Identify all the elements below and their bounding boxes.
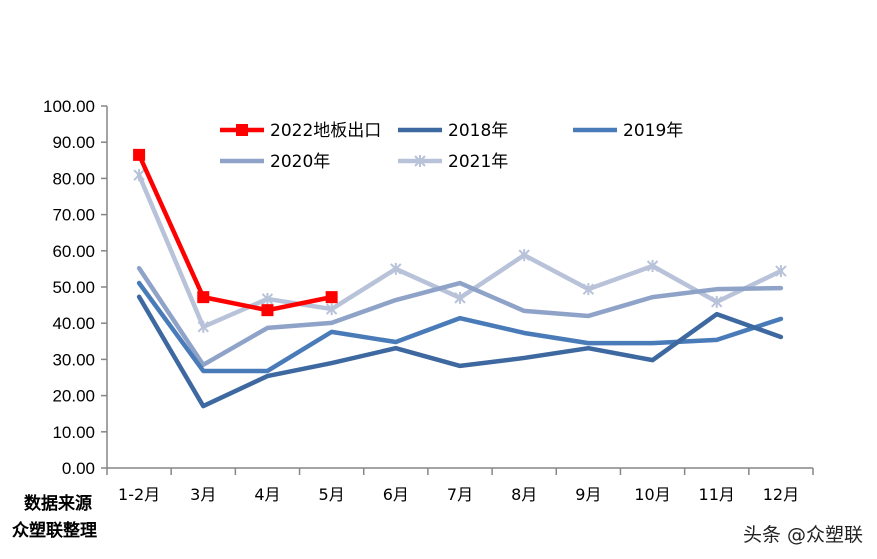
data-point	[197, 320, 209, 333]
x-tick-label: 9月	[575, 485, 601, 504]
data-point	[133, 169, 145, 182]
legend-marker	[414, 155, 426, 167]
x-tick-label: 5月	[319, 485, 345, 504]
y-tick-label: 60.00	[52, 242, 95, 261]
data-point	[325, 303, 338, 316]
y-tick-label: 50.00	[52, 278, 95, 297]
data-point	[454, 291, 466, 304]
legend-label: 2022地板出口	[270, 121, 381, 141]
y-tick-label: 80.00	[52, 169, 95, 188]
data-point	[711, 295, 723, 308]
legend-marker	[236, 124, 248, 136]
y-tick-label: 10.00	[52, 423, 95, 442]
y-tick-label: 40.00	[52, 314, 95, 333]
x-tick-label: 6月	[383, 485, 409, 504]
y-tick-label: 30.00	[52, 350, 95, 369]
data-point	[261, 304, 274, 317]
data-point	[390, 262, 402, 275]
data-point	[582, 283, 595, 296]
x-tick-label: 11月	[699, 485, 735, 504]
legend-label: 2018年	[448, 121, 508, 141]
x-tick-label: 1-2月	[118, 485, 160, 504]
series-line-3	[136, 265, 784, 368]
data-point	[775, 265, 787, 278]
legend-label: 2020年	[270, 152, 330, 172]
x-tick-label: 12月	[763, 485, 799, 504]
x-tick-label: 7月	[447, 485, 473, 504]
x-tick-label: 3月	[190, 485, 216, 504]
data-point	[518, 249, 530, 262]
series-line-0	[136, 152, 334, 313]
x-tick-label: 4月	[254, 485, 280, 504]
y-tick-label: 90.00	[52, 133, 95, 152]
source-note-line1: 数据来源	[24, 494, 92, 514]
y-tick-label: 20.00	[52, 387, 95, 406]
legend-label: 2019年	[623, 121, 683, 141]
source-note-line2: 众塑联整理	[12, 521, 97, 541]
data-point	[261, 292, 274, 305]
series-line-1	[136, 294, 784, 409]
x-tick-label: 8月	[511, 485, 537, 504]
data-point	[133, 148, 146, 161]
legend-label: 2021年	[448, 152, 508, 172]
y-tick-label: 70.00	[52, 206, 95, 225]
watermark: 头条 @众塑联	[742, 524, 863, 546]
x-tick-label: 10月	[634, 485, 670, 504]
data-point	[646, 260, 659, 273]
y-tick-label: 0.00	[62, 459, 95, 478]
y-tick-label: 100.00	[43, 97, 95, 116]
data-point	[197, 291, 210, 304]
data-point	[325, 291, 338, 304]
series-line-2	[136, 280, 784, 374]
